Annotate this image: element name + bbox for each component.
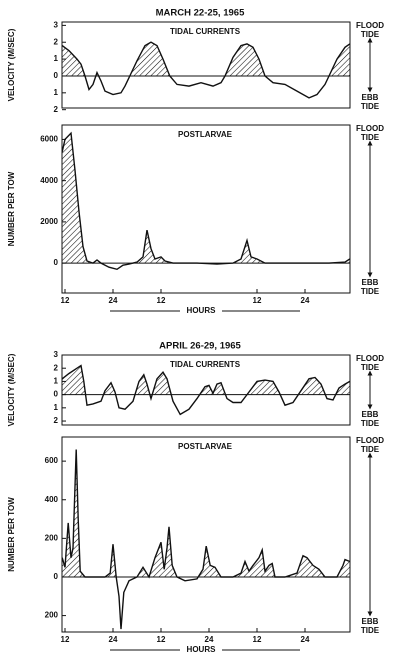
x-tick-label: 12 [61,296,70,305]
ebb-label: EBB [362,410,379,419]
panel-label: POSTLARVAE [178,442,233,451]
line [61,449,351,630]
y-axis-label: VELOCITY (M/SEC) [7,353,16,426]
x-tick-label: 12 [61,635,70,644]
ebb-label: TIDE [361,626,380,635]
x-axis-label: HOURS [187,645,217,654]
plot-frame [61,124,351,294]
plot-frame [61,354,351,426]
panel-label: TIDAL CURRENTS [170,360,241,369]
flood-label: TIDE [361,363,380,372]
y-tick-label: 200 [45,611,59,620]
y-tick-label: 1 [54,54,59,63]
plot-frame [61,21,351,109]
chart-title: MARCH 22-25, 1965 [156,8,245,19]
x-tick-label: 12 [253,635,262,644]
flood-label: TIDE [361,445,380,454]
x-tick-label: 24 [109,635,118,644]
area [62,449,350,577]
line [61,131,351,271]
x-axis-label: HOURS [187,306,217,315]
flood-label: FLOOD [356,354,384,363]
ebb-label: TIDE [361,419,380,428]
area [62,133,350,264]
y-tick-label: 3 [54,350,59,359]
flood-label: FLOOD [356,21,384,30]
line [61,364,351,416]
area [62,365,350,395]
x-tick-label: 12 [157,635,166,644]
flood-label: TIDE [361,30,380,39]
y-tick-label: 400 [45,495,59,504]
panel-label: TIDAL CURRENTS [170,27,241,36]
y-tick-label: 3 [54,20,59,29]
y-axis-label: NUMBER PER TOW [7,497,16,572]
x-tick-label: 24 [109,296,118,305]
y-tick-label: 2 [54,363,59,372]
ebb-label: TIDE [361,102,380,111]
y-tick-label: 200 [45,533,59,542]
y-tick-label: 2 [54,416,59,425]
y-tick-label: 0 [54,258,59,267]
area [62,42,350,76]
panel-label: POSTLARVAE [178,130,233,139]
y-tick-label: 0 [54,572,59,581]
y-tick-label: 2 [54,37,59,46]
ebb-label: EBB [362,617,379,626]
y-tick-label: 0 [54,390,59,399]
flood-label: FLOOD [356,436,384,445]
line [61,41,351,99]
y-tick-label: 1 [54,403,59,412]
flood-label: FLOOD [356,124,384,133]
y-tick-label: 1 [54,377,59,386]
y-tick-label: 600 [45,456,59,465]
y-tick-label: 0 [54,71,59,80]
chart-title: APRIL 26-29, 1965 [159,341,241,352]
x-tick-label: 12 [253,296,262,305]
y-tick-label: 2 [54,105,59,114]
ebb-label: EBB [362,93,379,102]
ebb-label: TIDE [361,287,380,296]
y-tick-label: 6000 [40,135,58,144]
x-tick-label: 24 [205,635,214,644]
y-axis-label: NUMBER PER TOW [7,171,16,246]
y-axis-label: VELOCITY (M/SEC) [7,28,16,101]
y-tick-label: 2000 [40,217,58,226]
x-tick-label: 24 [301,296,310,305]
flood-label: TIDE [361,133,380,142]
y-tick-label: 4000 [40,176,58,185]
ebb-label: EBB [362,278,379,287]
plot-frame [61,436,351,633]
x-tick-label: 12 [157,296,166,305]
x-tick-label: 24 [301,635,310,644]
y-tick-label: 1 [54,88,59,97]
